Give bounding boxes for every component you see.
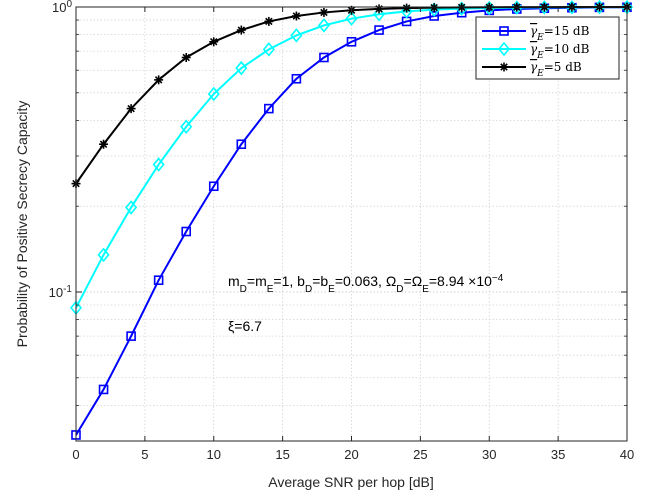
data-point <box>317 18 330 33</box>
data-point <box>402 3 412 13</box>
data-point <box>208 181 219 192</box>
legend-item: γE=10 dB <box>482 41 590 61</box>
data-point <box>154 75 164 85</box>
data-point <box>319 52 329 63</box>
data-point <box>346 36 357 47</box>
x-tick-label: 10 <box>207 447 221 462</box>
data-point <box>565 0 578 15</box>
tick-labels: 0 5 10 15 20 25 30 35 40 10-1 100 <box>49 0 635 462</box>
data-point <box>262 42 275 57</box>
data-point <box>98 384 109 395</box>
data-point <box>207 86 220 102</box>
x-tick-label: 30 <box>482 447 496 462</box>
data-point <box>510 0 523 15</box>
legend-label: γE=5 dB <box>530 60 582 79</box>
data-point <box>291 11 301 21</box>
x-tick-label: 5 <box>141 447 148 462</box>
grid <box>76 7 627 441</box>
data-point <box>125 200 138 215</box>
data-point <box>290 28 303 43</box>
ticks <box>75 6 628 441</box>
x-tick-label: 15 <box>275 447 289 462</box>
data-point <box>429 3 439 13</box>
data-point <box>235 60 248 76</box>
data-point <box>499 26 509 36</box>
data-point <box>374 4 384 14</box>
legend-label: γE=10 dB <box>530 42 590 61</box>
data-point <box>373 7 386 22</box>
x-tick-label: 25 <box>413 447 427 462</box>
data-point <box>181 226 191 237</box>
data-point <box>126 104 136 114</box>
data-point <box>483 0 496 16</box>
y-tick-label: 10-1 <box>49 283 73 300</box>
data-point <box>97 247 110 263</box>
data-point <box>152 157 165 172</box>
x-tick-label: 20 <box>344 447 358 462</box>
xi-annotation: ξ=6.7 <box>228 318 262 334</box>
x-tick-label: 40 <box>620 447 634 462</box>
data-point <box>126 331 136 341</box>
data-point <box>236 139 247 150</box>
data-point <box>400 4 413 19</box>
data-point <box>99 139 109 149</box>
legend-item: γE=15 dB <box>482 24 590 43</box>
data-point <box>374 25 384 35</box>
data-point <box>497 41 511 57</box>
data-point <box>153 275 164 285</box>
series-line <box>75 6 628 436</box>
data-point <box>181 52 191 62</box>
data-point <box>499 62 509 72</box>
data-point <box>209 37 219 47</box>
legend-label: γE=15 dB <box>530 24 590 43</box>
data-point <box>236 25 246 35</box>
data-point <box>593 0 606 15</box>
data-point <box>264 16 274 26</box>
y-axis-title: Probability of Positive Secrecy Capacity <box>14 101 30 348</box>
x-tick-label: 0 <box>72 447 79 462</box>
data-point <box>180 119 193 135</box>
data-point <box>538 0 551 15</box>
x-tick-label: 35 <box>551 447 565 462</box>
data-point <box>291 73 302 84</box>
y-tick-label: 100 <box>52 0 72 15</box>
data-point <box>264 103 274 114</box>
legend-item: γE=5 dB <box>482 60 582 79</box>
data-point <box>345 11 358 26</box>
data-point <box>319 7 329 17</box>
x-axis-title: Average SNR per hop [dB] <box>268 474 434 490</box>
